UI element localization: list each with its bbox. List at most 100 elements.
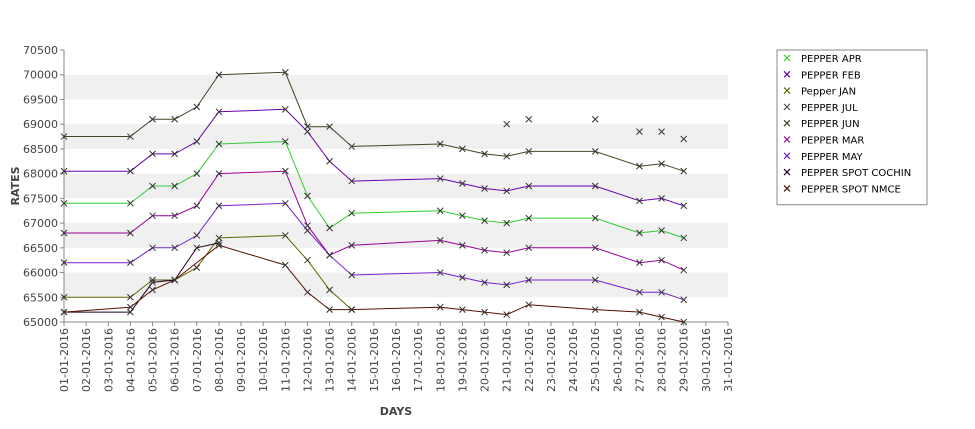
data-point	[481, 246, 488, 254]
legend-marker	[783, 103, 791, 111]
data-point	[127, 308, 134, 316]
data-point	[636, 259, 643, 267]
data-point	[591, 306, 599, 313]
y-tick-label: 70500	[23, 44, 58, 57]
y-tick-label: 66500	[23, 242, 58, 255]
data-point	[60, 293, 68, 301]
x-tick-label: 25-01-2016	[589, 328, 602, 392]
x-tick-label: 22-01-2016	[523, 328, 536, 392]
y-tick-label: 66000	[23, 267, 58, 280]
data-point	[658, 160, 665, 168]
data-point	[281, 105, 289, 113]
series-pepper-jun	[60, 68, 688, 175]
grid-band	[64, 74, 728, 100]
data-point	[680, 167, 688, 175]
data-point	[149, 286, 156, 294]
data-point	[591, 115, 599, 123]
y-tick-label: 68500	[23, 143, 58, 156]
data-point	[503, 152, 511, 160]
data-point	[503, 249, 511, 257]
legend-marker	[783, 119, 791, 127]
x-tick-label: 18-01-2016	[434, 328, 447, 392]
data-point	[481, 217, 488, 224]
data-point	[636, 308, 643, 316]
x-tick-label: 11-01-2016	[279, 328, 292, 392]
y-tick-label: 65000	[23, 316, 58, 329]
x-tick-label: 17-01-2016	[412, 328, 425, 392]
data-point	[680, 202, 688, 210]
data-point	[215, 71, 223, 79]
data-point	[436, 175, 444, 182]
data-point	[459, 306, 466, 313]
data-point	[60, 308, 68, 316]
data-point	[658, 195, 665, 202]
data-point	[658, 313, 665, 321]
x-axis-label: DAYS	[380, 405, 413, 418]
data-point	[481, 308, 488, 316]
data-point	[591, 276, 599, 284]
data-point	[304, 192, 311, 200]
series-pepper-apr	[60, 138, 688, 242]
data-point	[149, 115, 156, 123]
data-point	[436, 303, 444, 311]
data-point	[215, 241, 223, 249]
x-tick-label: 28-01-2016	[656, 328, 669, 392]
data-point	[326, 306, 333, 313]
data-point	[459, 274, 466, 281]
grid-band	[64, 272, 728, 298]
series-lines	[60, 68, 688, 326]
data-point	[680, 266, 688, 274]
data-point	[525, 276, 533, 284]
series-pepper-spot-nmce	[60, 241, 688, 326]
data-point	[636, 162, 643, 170]
data-point	[636, 288, 643, 296]
data-point	[281, 261, 289, 269]
data-point	[503, 311, 511, 318]
x-tick-label: 21-01-2016	[501, 328, 514, 392]
data-point	[326, 251, 333, 259]
legend-label: PEPPER JUL	[801, 103, 858, 114]
data-point	[127, 167, 134, 175]
data-point	[171, 115, 179, 123]
data-point	[326, 286, 333, 294]
data-point	[503, 187, 511, 195]
x-tick-label: 31-01-2016	[722, 328, 735, 392]
legend-marker	[783, 168, 791, 176]
data-point	[281, 68, 289, 76]
x-tick-label: 01-01-2016	[58, 328, 71, 392]
data-point	[127, 199, 134, 207]
series-pepper-feb	[60, 105, 688, 210]
data-point	[680, 318, 688, 326]
legend-marker	[783, 54, 791, 62]
data-point	[127, 133, 134, 140]
data-point	[149, 212, 156, 220]
x-tick-label: 09-01-2016	[235, 328, 248, 392]
data-point	[525, 115, 533, 123]
data-point	[459, 180, 466, 187]
data-point	[149, 150, 156, 158]
data-point	[525, 148, 533, 155]
data-point	[60, 259, 68, 267]
data-point	[481, 185, 488, 192]
x-tick-label: 16-01-2016	[390, 328, 403, 392]
data-point	[171, 182, 179, 190]
data-point	[636, 229, 643, 237]
data-point	[591, 214, 599, 222]
legend-marker	[783, 87, 791, 95]
data-point	[281, 232, 289, 239]
x-tick-label: 24-01-2016	[567, 328, 580, 392]
data-point	[304, 123, 311, 131]
x-tick-label: 29-01-2016	[678, 328, 691, 392]
y-axis-label: RATES	[9, 166, 22, 205]
data-point	[215, 202, 223, 210]
data-point	[481, 150, 488, 158]
data-point	[680, 296, 688, 304]
data-point	[525, 244, 533, 252]
legend-marker	[783, 184, 791, 192]
data-point	[193, 232, 201, 239]
data-point	[215, 108, 223, 116]
data-point	[436, 269, 444, 276]
data-point	[281, 167, 289, 175]
data-point	[503, 120, 511, 128]
y-tick-label: 68000	[23, 168, 58, 181]
